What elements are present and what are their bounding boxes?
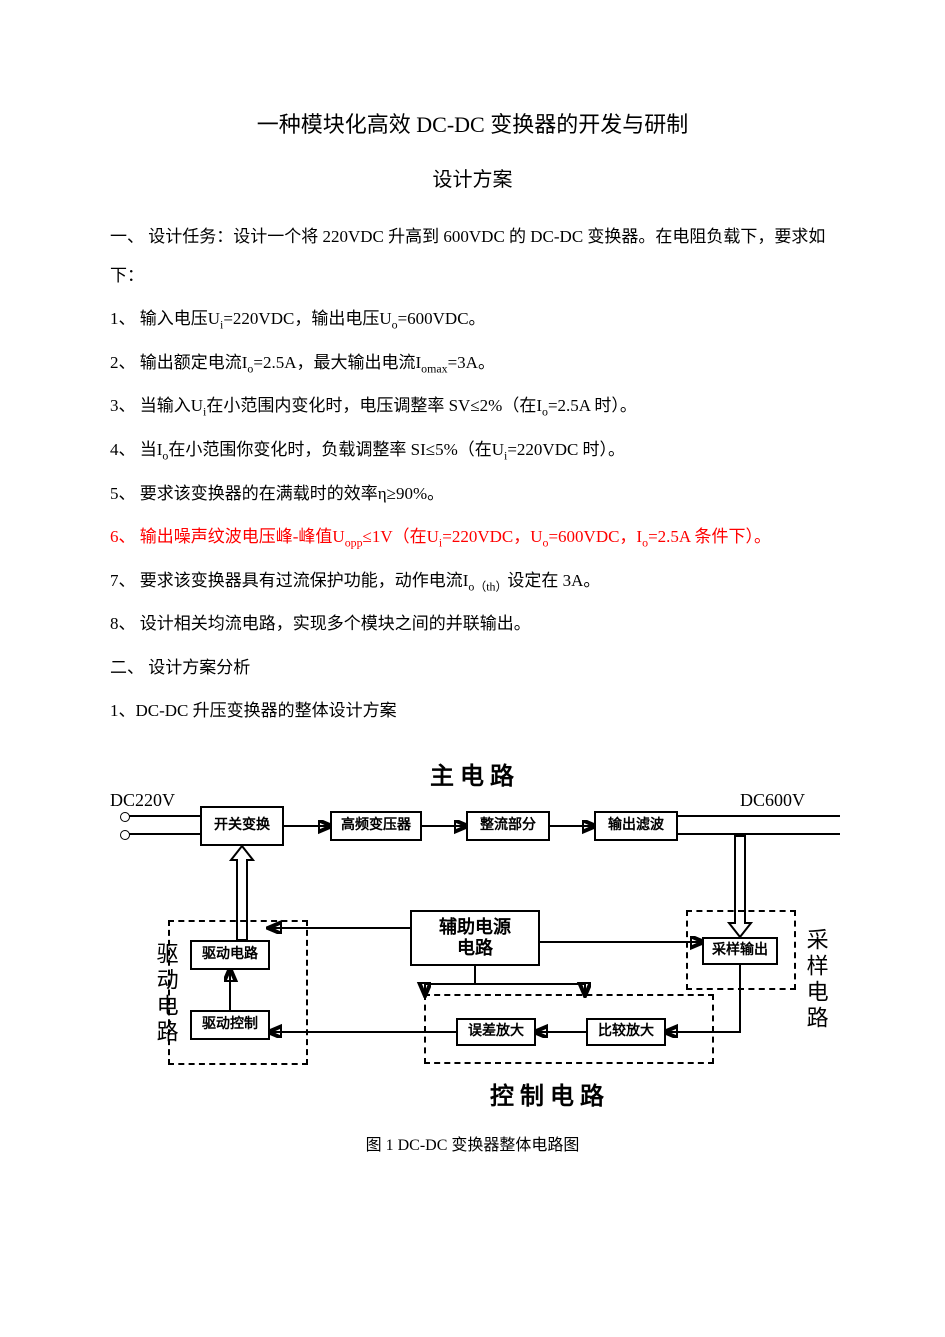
doc-title-line1: 一种模块化高效 DC-DC 变换器的开发与研制 (110, 100, 835, 151)
diagram-label-drive: 驱动电路 (140, 942, 191, 1046)
block-drv: 驱动电路 (190, 940, 270, 970)
block-aux: 辅助电源 电路 (410, 910, 540, 966)
requirement-item: 2、 输出额定电流Io=2.5A，最大输出电流Iomax=3A。 (110, 343, 835, 383)
requirement-list: 1、 输入电压Ui=220VDC，输出电压Uo=600VDC。2、 输出额定电流… (110, 299, 835, 644)
requirement-item: 5、 要求该变换器的在满载时的效率η≥90%。 (110, 474, 835, 513)
input-terminal (120, 830, 130, 840)
block-dctl: 驱动控制 (190, 1010, 270, 1040)
block-sw: 开关变换 (200, 806, 284, 846)
requirement-item: 1、 输入电压Ui=220VDC，输出电压Uo=600VDC。 (110, 299, 835, 339)
requirement-item: 3、 当输入Ui在小范围内变化时，电压调整率 SV≤2%（在Io=2.5A 时）… (110, 386, 835, 426)
section2-sub: 1、DC-DC 升压变换器的整体设计方案 (110, 691, 835, 730)
section1-heading: 一、 设计任务：设计一个将 220VDC 升高到 600VDC 的 DC-DC … (110, 217, 835, 295)
diagram-label-control: 控制电路 (490, 1070, 610, 1125)
requirement-item: 7、 要求该变换器具有过流保护功能，动作电流Io（th）设定在 3A。 (110, 561, 835, 601)
requirement-item: 8、 设计相关均流电路，实现多个模块之间的并联输出。 (110, 604, 835, 643)
diagram-label-sample: 采样电路 (790, 928, 841, 1032)
block-cmp: 比较放大 (586, 1018, 666, 1046)
block-samp: 采样输出 (702, 937, 778, 965)
input-terminal (120, 812, 130, 822)
requirement-item: 6、 输出噪声纹波电压峰-峰值Uopp≤1V（在Ui=220VDC，Uo=600… (110, 517, 835, 557)
doc-title-line2: 设计方案 (110, 157, 835, 203)
diagram-label-main: 主电路 (430, 750, 520, 805)
figure-caption: 图 1 DC-DC 变换器整体电路图 (110, 1128, 835, 1165)
block-xfmr: 高频变压器 (330, 811, 422, 841)
block-diagram: 开关变换高频变压器整流部分输出滤波辅助电源 电路驱动电路驱动控制误差放大比较放大… (110, 750, 835, 1165)
block-err: 误差放大 (456, 1018, 536, 1046)
requirement-item: 4、 当Io在小范围你变化时，负载调整率 SI≤5%（在Ui=220VDC 时）… (110, 430, 835, 470)
block-filt: 输出滤波 (594, 811, 678, 841)
io-label-out: DC600V (740, 780, 805, 821)
block-rect: 整流部分 (466, 811, 550, 841)
section2-heading: 二、 设计方案分析 (110, 648, 835, 687)
document-page: 一种模块化高效 DC-DC 变换器的开发与研制 设计方案 一、 设计任务：设计一… (0, 0, 945, 1337)
